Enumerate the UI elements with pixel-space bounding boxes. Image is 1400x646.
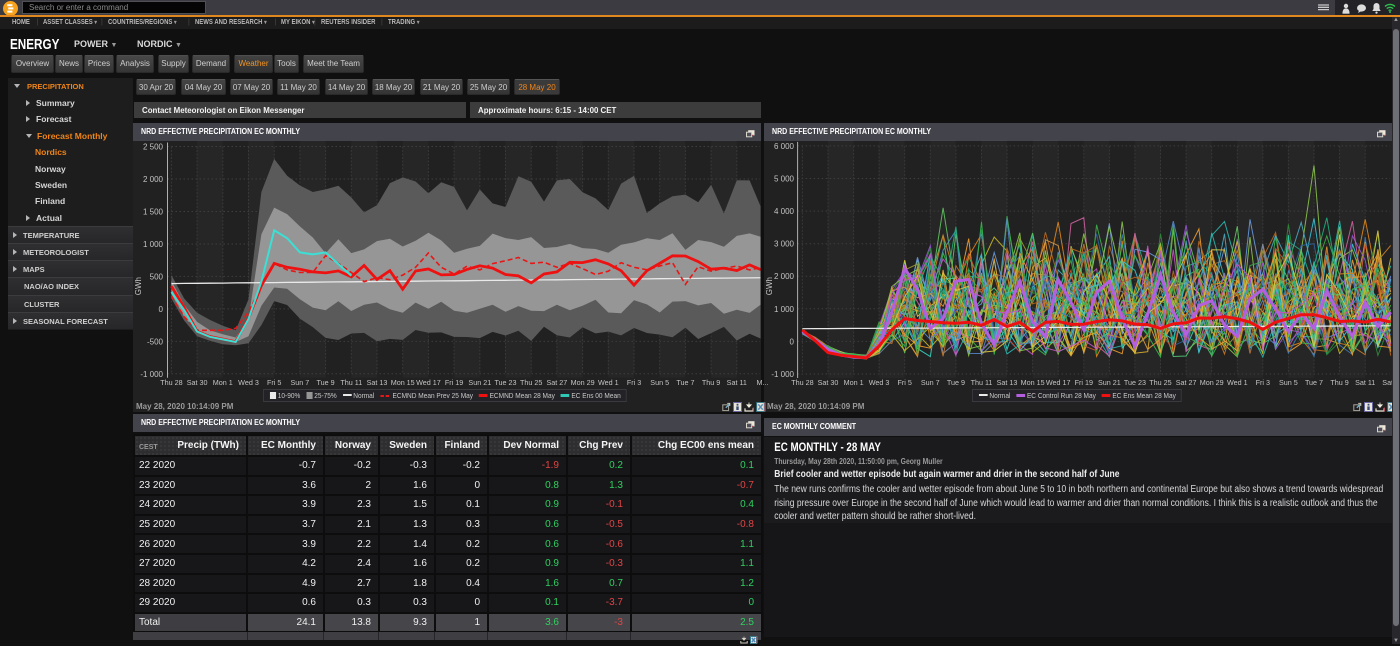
svg-text:4 000: 4 000	[774, 207, 795, 216]
svg-text:Thu 28: Thu 28	[791, 378, 813, 387]
svg-text:Mon 1: Mon 1	[844, 378, 864, 387]
svg-text:Wed 1: Wed 1	[1227, 378, 1248, 387]
svg-text:5 000: 5 000	[774, 175, 795, 184]
svg-text:Fri 3: Fri 3	[1256, 378, 1270, 387]
svg-text:Wed 3: Wed 3	[869, 378, 890, 387]
svg-text:Tue 7: Tue 7	[1305, 378, 1323, 387]
svg-text:Mon 15: Mon 15	[1021, 378, 1045, 387]
svg-text:Fri 5: Fri 5	[898, 378, 912, 387]
svg-text:Sat 30: Sat 30	[818, 378, 839, 387]
svg-text:Sun 5: Sun 5	[1279, 378, 1298, 387]
svg-text:1 000: 1 000	[774, 305, 795, 314]
svg-text:2 000: 2 000	[774, 272, 795, 281]
svg-text:Thu 25: Thu 25	[1149, 378, 1171, 387]
svg-text:Fri 19: Fri 19	[1075, 378, 1093, 387]
svg-text:0: 0	[790, 337, 795, 346]
svg-text:Sat 27: Sat 27	[1176, 378, 1197, 387]
svg-text:Thu 11: Thu 11	[971, 378, 993, 387]
svg-text:Sat 13: Sat 13	[997, 378, 1018, 387]
svg-text:Tue 23: Tue 23	[1124, 378, 1146, 387]
svg-text:Sun 21: Sun 21	[1098, 378, 1121, 387]
svg-text:Tue 9: Tue 9	[947, 378, 965, 387]
svg-text:3 000: 3 000	[774, 240, 795, 249]
svg-text:GWh: GWh	[765, 277, 774, 295]
svg-text:Wed 17: Wed 17	[1046, 378, 1071, 387]
svg-text:Thu 9: Thu 9	[1330, 378, 1348, 387]
svg-text:6 000: 6 000	[774, 142, 795, 151]
svg-text:Sun 7: Sun 7	[921, 378, 940, 387]
svg-text:Mon 29: Mon 29	[1200, 378, 1224, 387]
svg-text:Sat 11: Sat 11	[1355, 378, 1375, 387]
